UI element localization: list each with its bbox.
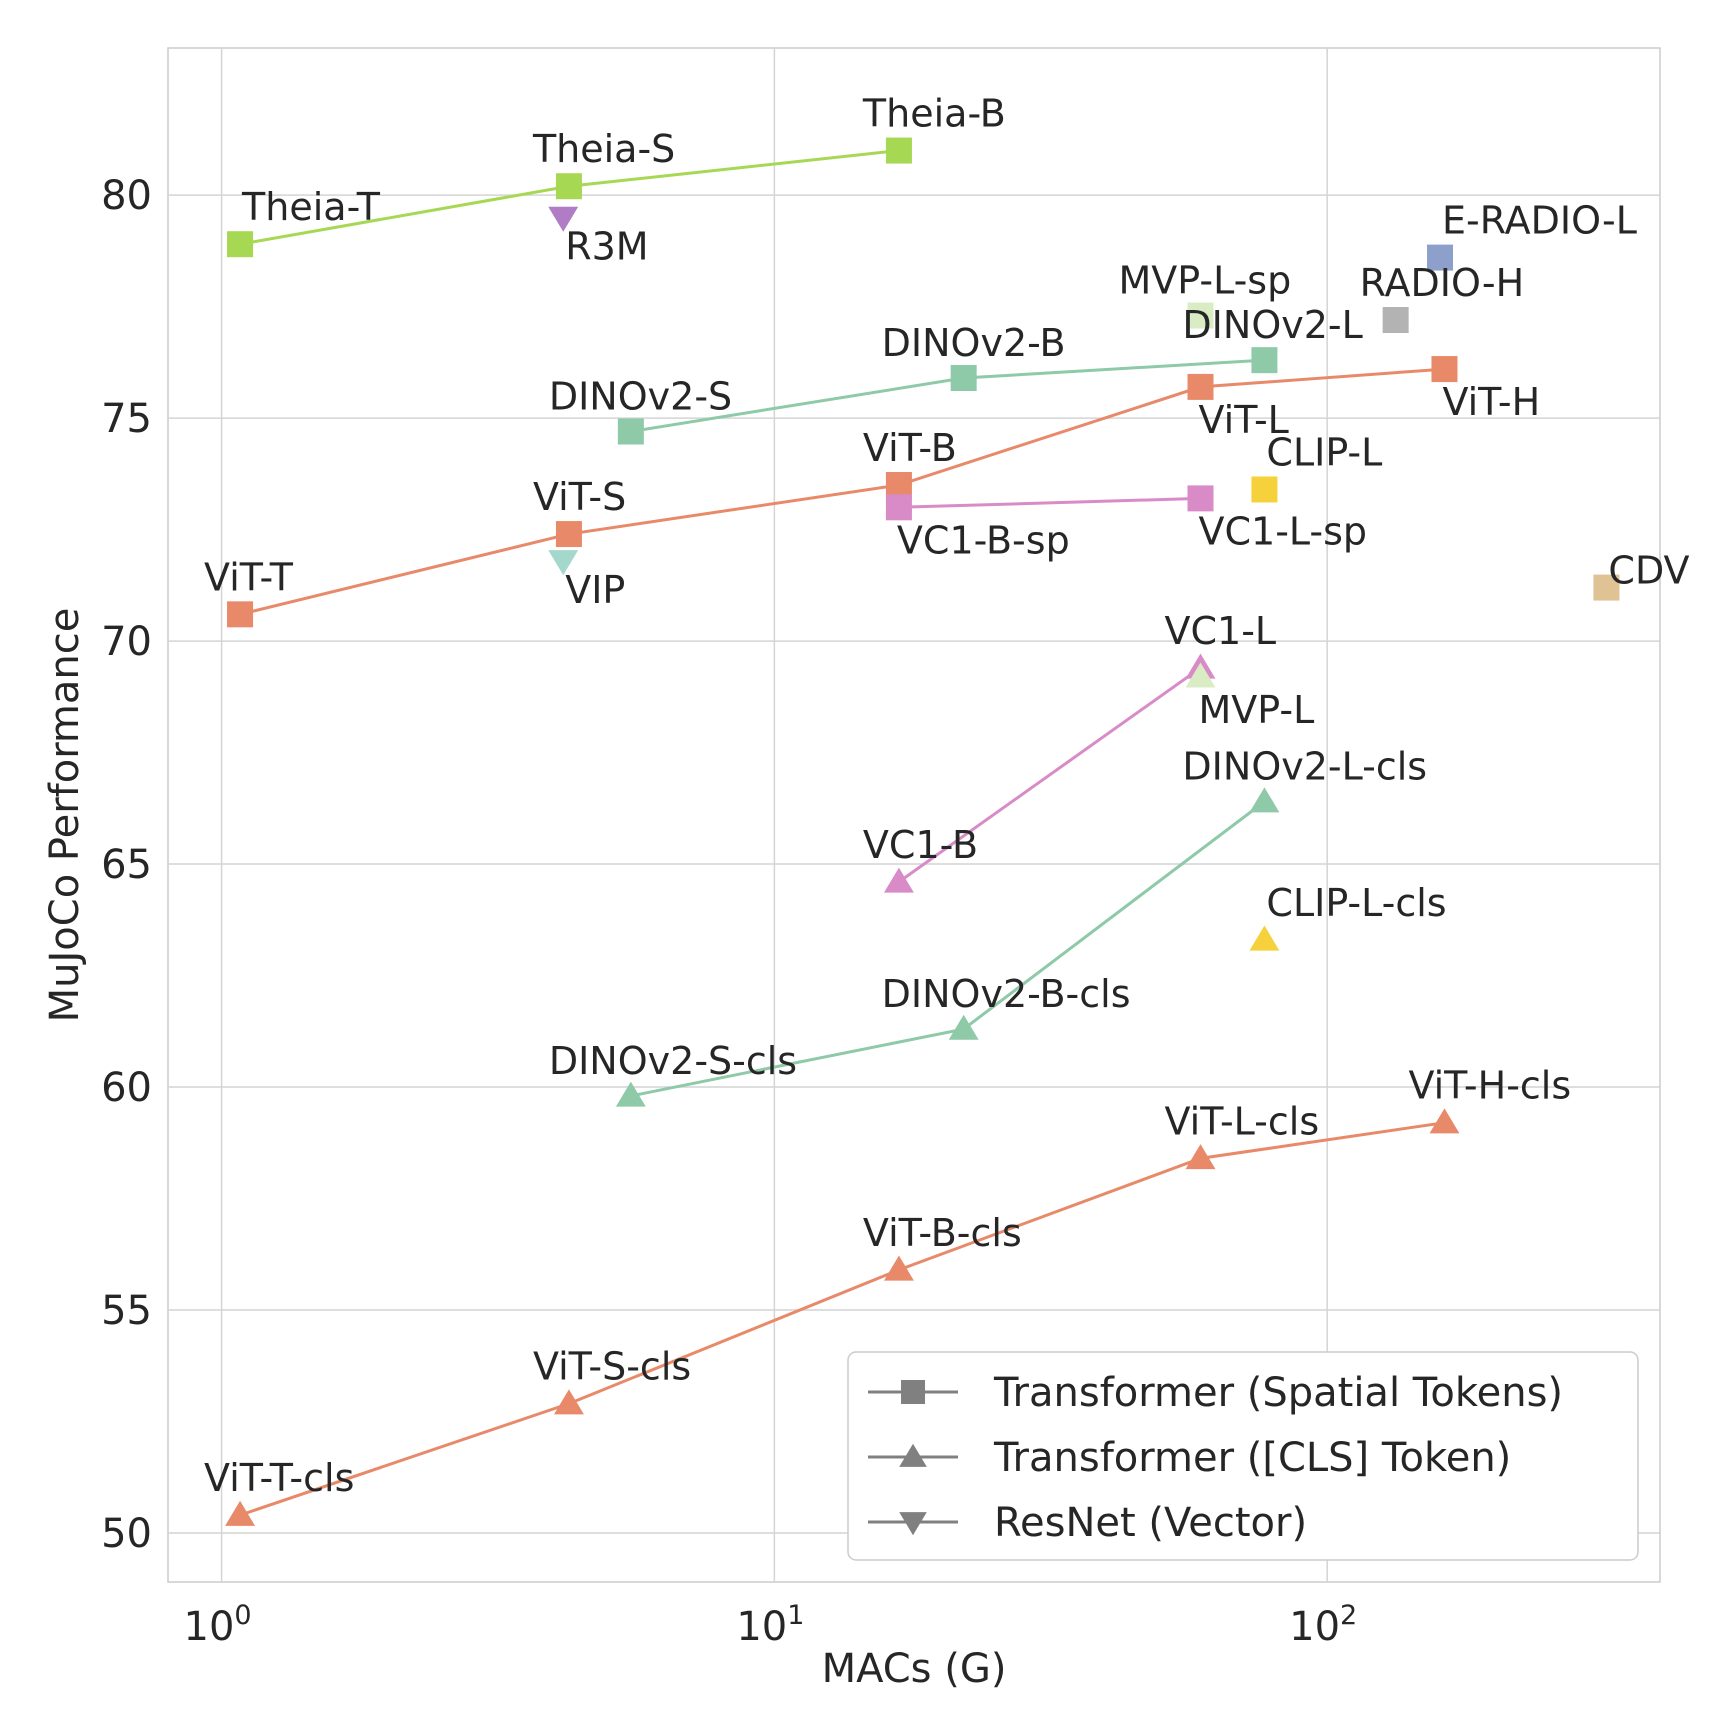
point-label-vc1-b: VC1-B — [863, 823, 978, 867]
point-label-dinov2-b: DINOv2-B — [882, 321, 1066, 365]
point-label-dinov2-b-cls: DINOv2-B-cls — [882, 972, 1131, 1016]
point-label-vc1-l-sp: VC1-L-sp — [1199, 509, 1368, 553]
marker-radio-h — [1382, 307, 1409, 334]
legend-label: Transformer (Spatial Tokens) — [993, 1370, 1563, 1416]
x-axis-title: MACs (G) — [822, 1646, 1007, 1692]
point-label-mvp-l-sp: MVP-L-sp — [1119, 259, 1292, 303]
point-label-cdv: CDV — [1608, 549, 1689, 593]
y-tick-label: 75 — [101, 396, 152, 442]
point-label-clip-l: CLIP-L — [1266, 430, 1382, 474]
point-labels: Theia-T Theia-S Theia-B DINOv2-S DINOv2-B DIN… — [204, 92, 1690, 1501]
point-label-dinov2-s-cls: DINOv2-S-cls — [549, 1039, 797, 1083]
marker-dinov2-b-cls — [948, 1014, 979, 1040]
marker-dinov2-l-cls — [1249, 787, 1280, 813]
marker-mvp-l — [1185, 662, 1216, 688]
point-label-theia-s: Theia-S — [532, 127, 675, 171]
x-tick-label: 101 — [736, 1600, 804, 1650]
legend-label: Transformer ([CLS] Token) — [993, 1435, 1511, 1481]
marker-mvp-l-sp — [1187, 302, 1214, 329]
point-label-vc1-l: VC1-L — [1165, 609, 1277, 653]
point-label-dinov2-s: DINOv2-S — [549, 375, 732, 419]
marker-r3m — [548, 206, 579, 232]
marker-clip-l — [1251, 476, 1278, 503]
point-label-vit-l-cls: ViT-L-cls — [1165, 1099, 1320, 1143]
y-tick-label: 80 — [101, 173, 152, 219]
point-label-dinov2-l: DINOv2-L — [1182, 303, 1362, 347]
plot-area — [167, 47, 1661, 1583]
marker-vit-t — [227, 601, 254, 628]
legend-box — [847, 1351, 1639, 1561]
data-markers — [225, 137, 1620, 1526]
y-tick-label: 70 — [101, 619, 152, 665]
point-label-vit-h-cls: ViT-H-cls — [1408, 1064, 1571, 1108]
marker-theia-s — [555, 173, 582, 200]
marker-vit-s-cls — [553, 1389, 584, 1415]
point-label-vit-l: ViT-L — [1199, 398, 1289, 442]
series-line-vc1-sp — [898, 496, 1201, 509]
marker-vit-b — [885, 472, 912, 499]
marker-vc1-l-sp — [1187, 485, 1214, 512]
point-label-theia-b: Theia-B — [862, 92, 1006, 136]
point-label-vit-h: ViT-H — [1442, 380, 1540, 424]
y-tick-label: 60 — [101, 1065, 152, 1111]
point-label-mvp-l: MVP-L — [1199, 688, 1315, 732]
point-label-r3m: R3M — [565, 224, 648, 268]
marker-dinov2-l — [1251, 347, 1278, 374]
marker-vip — [548, 550, 579, 576]
marker-cdv — [1593, 574, 1620, 601]
x-tick-label: 100 — [184, 1600, 252, 1650]
point-label-vit-b-cls: ViT-B-cls — [863, 1211, 1022, 1255]
marker-dinov2-b — [950, 364, 977, 391]
point-label-e-radio-l: E-RADIO-L — [1442, 199, 1637, 243]
point-label-vit-s: ViT-S — [533, 475, 626, 519]
marker-vit-t-cls — [225, 1500, 255, 1526]
point-label-vit-b: ViT-B — [863, 426, 957, 470]
legend-label: ResNet (Vector) — [994, 1500, 1307, 1546]
marker-vit-s — [555, 521, 582, 548]
marker-theia-t — [227, 231, 254, 258]
y-tick-label: 50 — [101, 1511, 152, 1557]
x-tick-label: 102 — [1289, 1600, 1357, 1650]
legend-marker-square — [901, 1380, 925, 1404]
point-label-clip-l-cls: CLIP-L-cls — [1266, 881, 1446, 925]
point-label-theia-t: Theia-T — [241, 185, 381, 229]
point-label-vip: VIP — [565, 568, 625, 612]
y-axis-title: MuJoCo Performance — [42, 608, 88, 1023]
legend: Transformer (Spatial Tokens) Transformer … — [847, 1351, 1639, 1561]
point-label-vc1-b-sp: VC1-B-sp — [897, 518, 1070, 562]
legend-marker-triangle-up — [899, 1443, 927, 1467]
marker-vit-h-cls — [1429, 1108, 1460, 1134]
marker-vit-l — [1187, 373, 1214, 400]
legend-marker-triangle-down — [899, 1512, 927, 1536]
marker-vc1-b — [883, 867, 914, 893]
marker-vit-h — [1431, 356, 1458, 383]
marker-theia-b — [885, 137, 912, 164]
marker-clip-l-cls — [1249, 925, 1280, 951]
y-tick-label: 65 — [101, 842, 152, 888]
marker-vit-b-cls — [883, 1255, 914, 1281]
marker-vit-l-cls — [1185, 1144, 1216, 1170]
point-label-vit-t: ViT-T — [204, 555, 294, 599]
marker-e-radio-l — [1427, 244, 1454, 271]
marker-dinov2-s-cls — [615, 1081, 646, 1107]
series-line-vc1-cls — [898, 666, 1202, 884]
point-label-radio-h: RADIO-H — [1360, 261, 1525, 305]
point-label-vit-s-cls: ViT-S-cls — [533, 1345, 691, 1389]
point-label-vit-t-cls: ViT-T-cls — [204, 1456, 354, 1500]
marker-vc1-b-sp — [885, 494, 912, 521]
y-tick-label: 55 — [101, 1288, 152, 1334]
point-label-dinov2-l-cls: DINOv2-L-cls — [1182, 745, 1427, 789]
marker-dinov2-s — [617, 418, 644, 445]
axis-ticks: 50 55 60 65 70 75 80 100 101 102 — [101, 173, 1357, 1650]
